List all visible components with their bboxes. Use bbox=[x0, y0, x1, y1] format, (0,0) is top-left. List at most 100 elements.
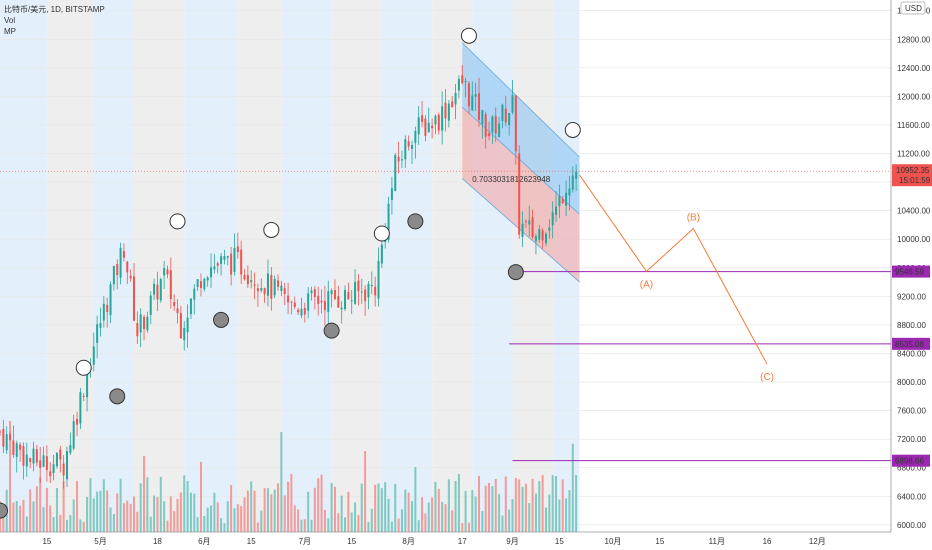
candle-body bbox=[297, 309, 300, 313]
x-tick-label: 6月 bbox=[198, 537, 210, 546]
pivot-low-marker[interactable] bbox=[407, 213, 424, 230]
volume-bar bbox=[263, 488, 266, 532]
pivot-high-marker[interactable] bbox=[169, 213, 186, 230]
pivot-low-marker[interactable] bbox=[109, 388, 126, 405]
candle-body bbox=[243, 275, 246, 280]
volume-bar bbox=[283, 495, 286, 532]
volume-bar bbox=[230, 485, 233, 532]
candle-body bbox=[189, 298, 192, 315]
volume-bar bbox=[360, 483, 363, 532]
volume-bar bbox=[313, 487, 316, 532]
volume-bar bbox=[15, 501, 18, 532]
volume-bar bbox=[290, 473, 293, 532]
volume-bar bbox=[555, 476, 558, 532]
candle-body bbox=[250, 280, 253, 283]
regression-channel[interactable]: 0.7033031812623948 bbox=[461, 42, 580, 283]
pivot-low-marker[interactable] bbox=[213, 311, 230, 328]
pivot-high-marker[interactable] bbox=[75, 359, 92, 376]
volume-bar bbox=[163, 501, 166, 532]
level-tag bbox=[892, 265, 930, 278]
channel-line[interactable] bbox=[461, 42, 580, 158]
volume-bar bbox=[179, 492, 182, 532]
volume-bars bbox=[0, 421, 578, 532]
volume-bar bbox=[370, 508, 373, 532]
volume-bar bbox=[504, 476, 507, 532]
pivot-high-marker[interactable] bbox=[460, 27, 477, 44]
volume-bar bbox=[354, 502, 357, 532]
candle-body bbox=[370, 285, 373, 287]
volume-bar bbox=[136, 511, 139, 532]
candle-body bbox=[156, 284, 159, 300]
volume-bar bbox=[250, 481, 253, 532]
candle-body bbox=[92, 346, 95, 365]
volume-bar bbox=[203, 515, 206, 532]
x-tick-label: 9月 bbox=[506, 537, 518, 546]
volume-bar bbox=[494, 478, 497, 532]
volume-bar bbox=[92, 498, 95, 532]
candle-body bbox=[565, 192, 568, 206]
candle-body bbox=[62, 463, 65, 476]
candle-body bbox=[206, 277, 209, 281]
forecast-path[interactable]: (A) (B) (C) bbox=[579, 174, 774, 383]
pivot-high-marker[interactable] bbox=[263, 221, 280, 238]
candle-body bbox=[444, 102, 447, 119]
candle-body bbox=[102, 303, 105, 321]
candle-body bbox=[223, 256, 226, 260]
volume-bar bbox=[464, 491, 467, 532]
candle-body bbox=[35, 449, 38, 463]
candle-body bbox=[220, 256, 223, 265]
candle-body bbox=[256, 288, 259, 292]
channel-line[interactable] bbox=[461, 178, 580, 283]
candle-body bbox=[571, 175, 574, 190]
mp-indicator-label[interactable]: MP bbox=[4, 27, 16, 36]
y-tick-label: 11600.00 bbox=[897, 121, 930, 130]
volume-bar bbox=[189, 492, 192, 532]
pivot-low-marker[interactable] bbox=[507, 264, 524, 281]
pivot-low-marker[interactable] bbox=[323, 322, 340, 339]
x-tick-label: 16 bbox=[763, 537, 772, 546]
candle-body bbox=[471, 95, 474, 111]
candle-body bbox=[434, 115, 437, 125]
candle-body bbox=[0, 431, 2, 433]
y-tick-label: 6800.00 bbox=[897, 464, 926, 473]
pivot-low-marker[interactable] bbox=[0, 502, 8, 519]
vol-indicator-label[interactable]: Vol bbox=[4, 16, 16, 25]
candle-body bbox=[163, 268, 166, 276]
volume-bar bbox=[132, 496, 135, 532]
candle-body bbox=[390, 188, 393, 200]
channel-lower-area[interactable] bbox=[462, 107, 580, 283]
candle-body bbox=[524, 221, 527, 223]
y-tick-label: 10000.00 bbox=[897, 235, 931, 244]
volume-bar bbox=[330, 483, 333, 532]
volume-bar bbox=[169, 496, 172, 532]
candle-body bbox=[501, 104, 504, 121]
candle-body bbox=[333, 290, 336, 299]
volume-bar bbox=[347, 491, 350, 532]
volume-bar bbox=[35, 486, 38, 532]
x-tick-label: 15 bbox=[655, 537, 664, 546]
horizontal-levels[interactable] bbox=[0, 170, 891, 462]
channel-upper-area[interactable] bbox=[462, 42, 580, 215]
volume-bar bbox=[350, 512, 353, 532]
y-tick-label: 11200.00 bbox=[897, 150, 930, 159]
candle-body bbox=[233, 247, 236, 272]
pivot-high-marker[interactable] bbox=[373, 225, 390, 242]
volume-bar bbox=[481, 510, 484, 532]
candle-body bbox=[484, 114, 487, 137]
pivot-high-marker[interactable] bbox=[564, 121, 581, 138]
volume-bar bbox=[270, 494, 273, 532]
chart-legend: 比特币/美元, 1D, BITSTAMP Vol MP bbox=[4, 4, 105, 37]
volume-bar bbox=[89, 478, 92, 532]
volume-bar bbox=[143, 455, 146, 532]
pivot-markers[interactable] bbox=[0, 27, 581, 519]
candle-body bbox=[12, 440, 15, 456]
candle-body bbox=[528, 220, 531, 225]
candle-body bbox=[86, 373, 89, 398]
highlight-band bbox=[331, 0, 382, 532]
forecast-line[interactable] bbox=[579, 174, 768, 365]
volume-bar bbox=[444, 504, 447, 532]
volume-bar bbox=[501, 515, 504, 532]
volume-bar bbox=[434, 481, 437, 532]
